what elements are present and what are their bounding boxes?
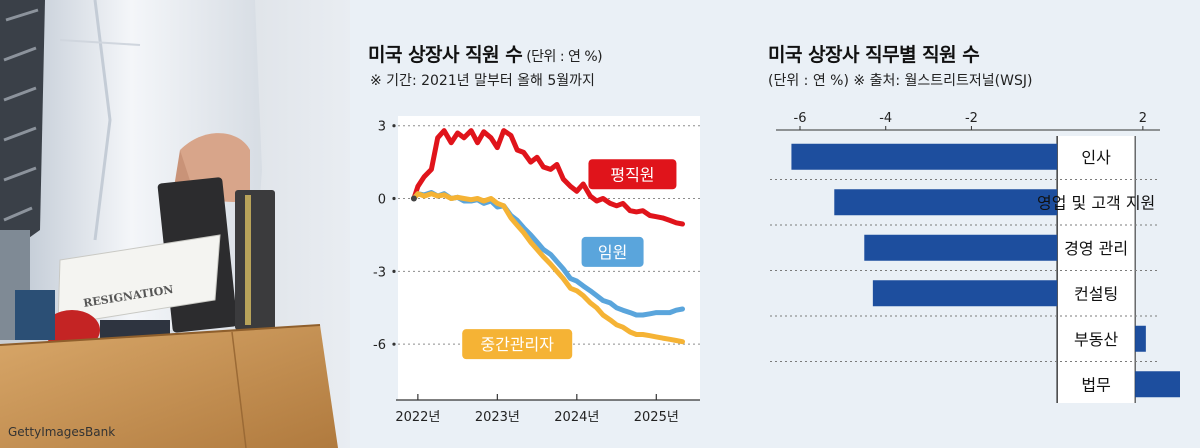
x-tick-label: 2022년: [395, 410, 440, 425]
series-start-dot: [410, 195, 417, 202]
photo-credit: GettyImagesBank: [8, 425, 115, 439]
category-label: 부동산: [1074, 330, 1118, 349]
bar-2: [834, 189, 1058, 216]
series-label-1: 평직원: [610, 165, 654, 184]
category-label: 영업 및 고객 지원: [1037, 193, 1155, 212]
y-tick-dot: [392, 124, 396, 128]
y-tick-dot: [392, 342, 396, 346]
y-tick-dot: [392, 269, 396, 273]
series-label-pill-3: [462, 329, 573, 360]
cardboard-box: [0, 324, 338, 448]
bar-3: [864, 234, 1058, 261]
bar-tick-label: -4: [879, 111, 892, 126]
line-chart-subtitle: ※ 기간: 2021년 말부터 올해 5월까지: [370, 73, 595, 89]
y-tick-label: -6: [373, 338, 386, 353]
bar-5: [1135, 325, 1146, 352]
series-label-pill-1: [588, 159, 677, 190]
bar-chart-title: 미국 상장사 직무별 직원 수: [768, 44, 980, 66]
bar-chart-unit: (단위 : 연 %): [768, 73, 849, 89]
bar-1: [791, 143, 1058, 170]
bar-chart-subtitle-row: (단위 : 연 %) ※ 출처: 월스트리트저널(WSJ): [768, 70, 1032, 90]
line-chart-title: 미국 상장사 직원 수: [368, 44, 523, 66]
category-label: 컨설팅: [1074, 284, 1118, 303]
bar-chart-source: ※ 출처: 월스트리트저널(WSJ): [853, 73, 1033, 89]
series-label-2: 임원: [598, 243, 627, 262]
resignation-photo: RESIGNATION GettyImagesBank: [0, 0, 350, 448]
series-label-pill-2: [581, 236, 644, 267]
category-label: 인사: [1081, 148, 1111, 167]
x-tick-label: 2024년: [554, 410, 599, 425]
y-tick-label: 0: [378, 193, 386, 208]
y-tick-dot: [392, 196, 396, 201]
y-tick-label: -3: [373, 265, 386, 280]
series-line-3: [411, 191, 685, 345]
category-label: 경영 관리: [1064, 239, 1128, 258]
line-chart-unit: (단위 : 연 %): [526, 49, 603, 65]
bar-tick-label: -2: [965, 111, 978, 126]
x-tick-label: 2023년: [475, 410, 520, 425]
series-line-1: [411, 128, 685, 227]
line-chart-title-row: 미국 상장사 직원 수 (단위 : 연 %): [368, 40, 603, 67]
series-label-3: 중간관리자: [480, 335, 554, 354]
y-tick-label: 3: [378, 120, 386, 135]
bar-6: [1135, 371, 1180, 398]
resignation-envelope: RESIGNATION: [57, 234, 221, 326]
bar-tick-label: 2: [1139, 111, 1147, 126]
bar-tick-label: -6: [794, 111, 807, 126]
necktie: [0, 0, 45, 250]
category-label: 법무: [1081, 375, 1110, 394]
x-tick-label: 2025년: [634, 410, 679, 425]
bar-4: [872, 280, 1058, 307]
category-label-box: [1057, 136, 1136, 403]
